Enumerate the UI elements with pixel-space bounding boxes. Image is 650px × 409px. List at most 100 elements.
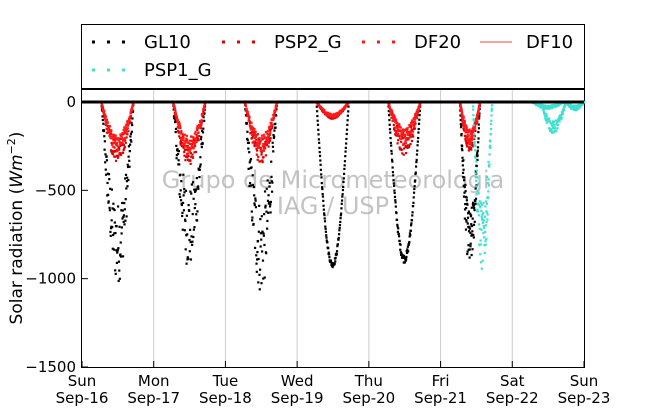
data-point-gl10	[391, 171, 395, 174]
data-point-df20	[461, 113, 464, 117]
data-point-psp1_g	[484, 224, 487, 227]
data-point-gl10	[103, 140, 106, 143]
data-point-df20	[192, 142, 195, 145]
data-point-psp2_g	[119, 153, 123, 156]
data-point-psp1_g	[577, 107, 580, 110]
data-point-gl10	[467, 210, 470, 213]
data-point-gl10	[260, 238, 263, 241]
data-point-psp1_g	[487, 184, 491, 187]
data-point-df20	[124, 137, 127, 140]
data-point-df20	[391, 116, 394, 119]
x-tick-label-day: Sun	[570, 372, 599, 390]
data-point-gl10	[414, 179, 417, 182]
data-point-df20	[259, 140, 262, 143]
data-point-df20	[104, 120, 107, 123]
data-point-gl10	[390, 158, 394, 161]
data-point-psp2_g	[468, 147, 471, 151]
data-point-psp1_g	[552, 122, 555, 125]
data-point-gl10	[181, 228, 184, 231]
data-point-psp2_g	[122, 144, 126, 147]
data-point-gl10	[115, 249, 118, 252]
data-point-df20	[463, 121, 466, 124]
data-point-gl10	[101, 118, 104, 122]
data-point-psp2_g	[189, 152, 193, 155]
data-point-df20	[471, 131, 474, 134]
data-point-df20	[131, 106, 134, 109]
data-point-df20	[245, 107, 248, 111]
data-point-gl10	[397, 235, 401, 238]
data-point-df20	[129, 115, 132, 119]
data-point-psp2_g	[118, 148, 121, 151]
data-point-gl10	[125, 215, 128, 218]
data-point-gl10	[324, 230, 327, 233]
x-tick-label-day: Thu	[354, 372, 383, 390]
data-point-gl10	[251, 219, 254, 222]
data-point-gl10	[117, 279, 120, 283]
data-point-df20	[186, 139, 189, 142]
data-point-df20	[174, 109, 177, 113]
data-point-df20	[417, 106, 421, 109]
data-point-psp2_g	[122, 148, 125, 152]
data-point-df20	[129, 114, 132, 118]
data-point-gl10	[411, 214, 414, 217]
data-point-psp1_g	[475, 179, 478, 182]
data-point-psp2_g	[269, 137, 272, 140]
data-point-gl10	[272, 134, 275, 137]
data-point-psp1_g	[542, 107, 545, 110]
data-point-gl10	[104, 173, 108, 176]
data-point-df20	[399, 126, 402, 129]
data-point-gl10	[410, 219, 414, 222]
x-tick-label-date: Sep-16	[56, 389, 109, 407]
data-point-gl10	[337, 236, 340, 240]
data-point-psp2_g	[129, 120, 132, 123]
data-point-gl10	[114, 231, 117, 235]
data-point-df20	[406, 127, 409, 130]
data-point-gl10	[254, 197, 257, 200]
data-point-psp2_g	[116, 156, 120, 159]
data-point-gl10	[408, 235, 411, 238]
data-point-psp2_g	[398, 135, 401, 138]
data-point-gl10	[471, 248, 474, 251]
data-point-psp2_g	[393, 129, 397, 132]
data-point-gl10	[397, 233, 400, 236]
data-point-df20	[251, 133, 254, 136]
data-point-gl10	[193, 188, 196, 191]
data-point-df20	[274, 109, 277, 112]
data-point-gl10	[248, 184, 251, 187]
data-point-gl10	[343, 160, 347, 163]
data-point-df20	[196, 134, 199, 138]
data-point-df20	[100, 103, 104, 106]
data-point-gl10	[347, 105, 350, 108]
data-point-gl10	[322, 204, 325, 207]
data-point-gl10	[394, 199, 397, 202]
data-point-gl10	[275, 108, 278, 111]
data-point-gl10	[470, 206, 473, 209]
data-point-psp1_g	[534, 102, 537, 105]
data-point-psp2_g	[267, 141, 270, 144]
data-point-df20	[194, 130, 197, 133]
data-point-df20	[415, 115, 419, 118]
data-point-df20	[262, 143, 265, 146]
data-point-df20	[252, 126, 255, 130]
data-point-psp2_g	[182, 146, 185, 149]
data-point-df20	[106, 121, 109, 124]
data-point-df20	[249, 126, 252, 129]
data-point-df20	[123, 131, 126, 134]
data-point-psp2_g	[186, 158, 190, 162]
data-point-gl10	[470, 223, 473, 226]
data-point-gl10	[258, 273, 261, 276]
x-tick-label-day: Tue	[212, 372, 239, 390]
data-point-gl10	[415, 153, 419, 156]
data-point-df20	[469, 130, 472, 133]
data-point-psp1_g	[561, 111, 564, 114]
data-point-psp1_g	[471, 105, 475, 108]
data-point-df20	[477, 106, 481, 109]
data-point-psp1_g	[556, 120, 559, 123]
data-point-gl10	[110, 219, 113, 222]
data-point-gl10	[319, 163, 322, 166]
data-point-df20	[109, 131, 113, 134]
data-point-psp2_g	[402, 132, 405, 135]
data-point-df20	[191, 139, 194, 142]
data-point-gl10	[344, 146, 347, 149]
data-point-df20	[248, 124, 252, 127]
